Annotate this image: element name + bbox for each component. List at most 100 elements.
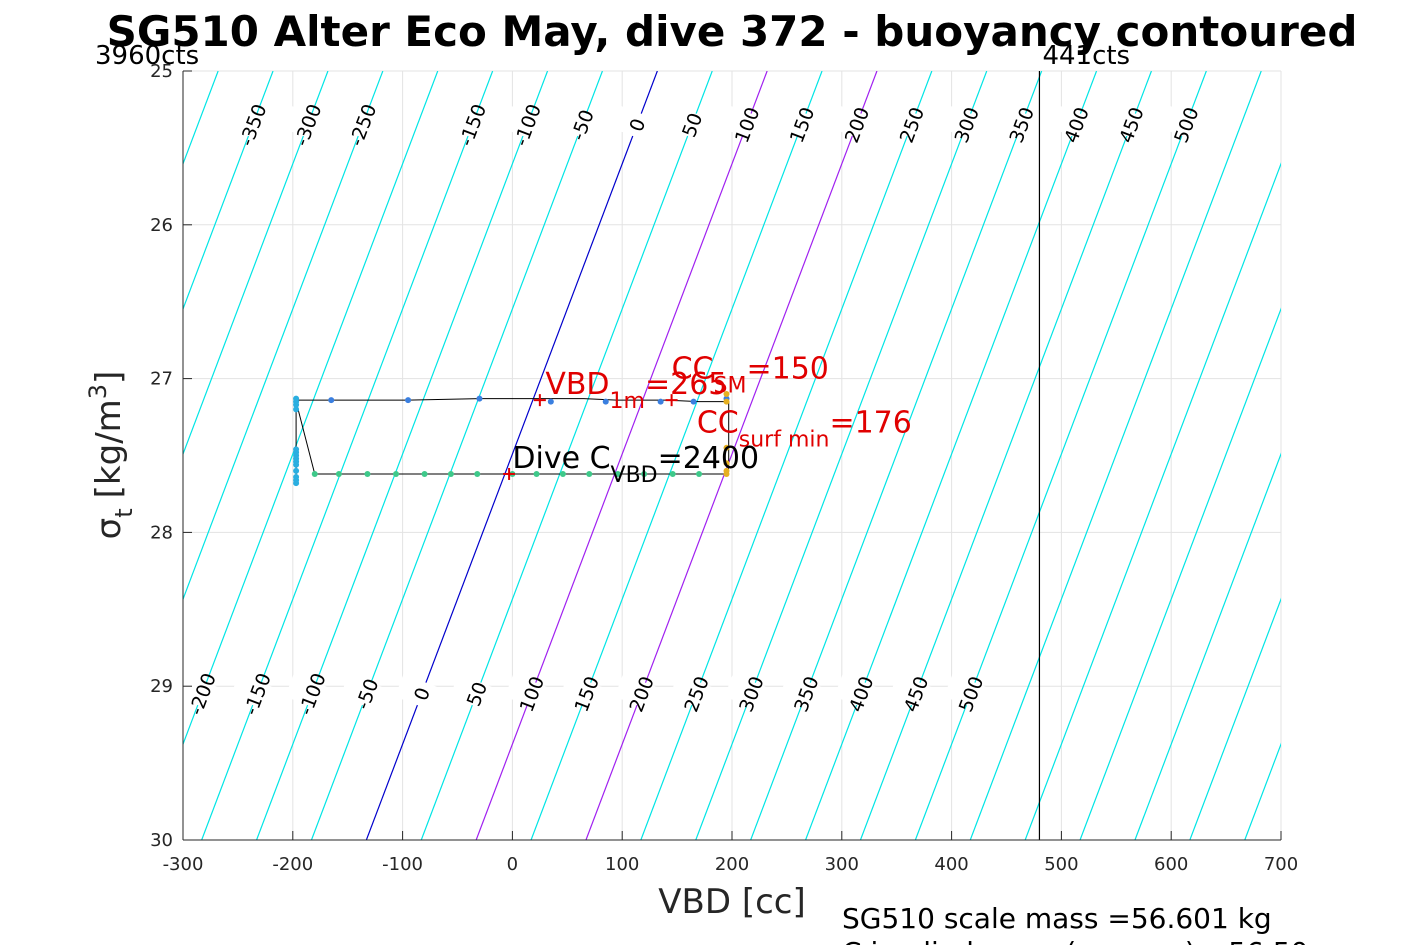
- contour-label-bg: [779, 674, 833, 714]
- contour-label-bg: [884, 105, 939, 145]
- contour-label-bg: [335, 105, 390, 145]
- dive-point: [293, 406, 300, 413]
- y-axis-label-superscript: 3: [84, 384, 112, 399]
- contour-line: [1300, 71, 1417, 840]
- contour-line: [805, 71, 1098, 840]
- dive-point: [723, 390, 730, 397]
- dive-point: [293, 401, 300, 408]
- contour-line: [1189, 597, 1281, 840]
- contour-label-bg: [994, 105, 1048, 145]
- x-tick-label: 100: [605, 854, 639, 875]
- y-tick-label: 28: [150, 522, 173, 543]
- contour-label-bg: [449, 674, 504, 714]
- contour-label-bg: [943, 674, 998, 714]
- contour-label-bg: [225, 105, 280, 145]
- contour-label-bg: [669, 674, 723, 714]
- dive-point: [335, 470, 342, 477]
- contour-labels: -350 -300 -250 -150 -100 -50 0 50 100 150 200 250 30…: [175, 101, 1213, 718]
- axes: -300 -200 -100 0 100 200 300 400 500 600 700 25 26 27…: [150, 61, 1298, 875]
- reference-plus-marker: [665, 394, 678, 407]
- contour-line: [420, 71, 713, 840]
- contour-lines: [183, 71, 1417, 840]
- x-tick-label: 600: [1154, 854, 1188, 875]
- contour-line: [640, 71, 933, 840]
- vbd-limit-lines: 3960cts 441cts: [95, 41, 1130, 840]
- contour-line: [256, 71, 549, 840]
- contour-label-bg: [665, 105, 719, 145]
- contour-line: [585, 71, 878, 840]
- contour-line: [695, 71, 988, 840]
- y-tick-label: 30: [150, 830, 173, 851]
- contour-label-bg: [500, 105, 554, 145]
- contour-label-bg: [1104, 105, 1158, 145]
- annotation-text: CCsurf min=176: [697, 405, 912, 452]
- contour-line: [1134, 452, 1281, 840]
- dive-point: [533, 470, 540, 477]
- dive-point: [547, 398, 554, 405]
- x-tick-label: -200: [272, 854, 313, 875]
- annotation-subscript: 1m: [610, 389, 645, 414]
- annotation-value: =150: [746, 352, 828, 387]
- contour-label-bg: [445, 105, 499, 145]
- contour-label-bg: [829, 105, 884, 145]
- implied-mass-text: C implied mass (oneway) =56.50: [842, 936, 1308, 945]
- vbd-max-counts-label: 441cts: [1042, 41, 1130, 71]
- contour-line: [914, 71, 1207, 840]
- x-axis-label: VBD [cc]: [658, 882, 806, 922]
- annotation-subscript: surf min: [739, 427, 830, 452]
- scale-mass-text: SG510 scale mass =56.601 kg: [842, 902, 1272, 935]
- vbd-min-counts-label: 3960cts: [95, 41, 199, 71]
- y-tick-label: 26: [150, 215, 173, 236]
- contour-line: [310, 71, 603, 840]
- annotation-main: CC: [672, 352, 714, 387]
- y-axis-label-unit: [kg/m: [89, 399, 129, 498]
- dive-point: [293, 480, 300, 487]
- contour-label-bg: [610, 105, 664, 145]
- dive-point: [364, 470, 371, 477]
- dive-point: [476, 395, 483, 402]
- x-tick-label: -100: [382, 854, 423, 875]
- annotation-value: =265: [645, 367, 727, 402]
- dive-series: [293, 390, 730, 487]
- chart-title: SG510 Alter Eco May, dive 372 - buoyancy…: [107, 7, 1358, 56]
- contour-label-bg: [230, 674, 284, 714]
- contour-label-bg: [720, 105, 774, 145]
- contour-label-bg: [175, 674, 229, 714]
- annotation-text: Dive CVBD=2400: [512, 441, 759, 488]
- contour-label-bg: [280, 105, 335, 145]
- dive-point: [723, 444, 730, 451]
- dive-point: [723, 470, 730, 477]
- y-axis-label: σt [kg/m3]: [84, 371, 138, 540]
- contour-line: [969, 71, 1262, 840]
- x-tick-label: 0: [507, 854, 518, 875]
- x-tick-label: 500: [1044, 854, 1078, 875]
- contour-label-bg: [504, 674, 559, 714]
- dive-point: [293, 467, 300, 474]
- contour-line: [183, 71, 329, 456]
- annotation-value: =2400: [658, 441, 759, 476]
- contour-line: [1355, 71, 1417, 840]
- annotation-subscript: VBD: [611, 463, 658, 488]
- x-tick-label: 700: [1264, 854, 1298, 875]
- dive-point: [614, 470, 621, 477]
- x-tick-label: 200: [715, 854, 749, 875]
- contour-label-bg: [285, 674, 339, 714]
- annotation-subscript: SM: [714, 374, 747, 399]
- dive-point: [696, 470, 703, 477]
- contour-label-bg: [939, 105, 994, 145]
- x-tick-label: -300: [163, 854, 204, 875]
- contour-line: [183, 71, 384, 601]
- contour-line: [183, 71, 439, 746]
- reference-plus-marker: [503, 467, 516, 480]
- contour-label-bg: [889, 674, 943, 714]
- y-axis-label-close: ]: [89, 371, 129, 384]
- annotation-main: CC: [697, 405, 739, 440]
- annotation-value: =176: [829, 405, 911, 440]
- annotation-text: VBD1m=265: [545, 367, 727, 414]
- dive-point: [723, 398, 730, 405]
- y-axis-label-subscript: t: [110, 508, 138, 517]
- y-tick-label: 29: [150, 676, 173, 697]
- contour-line: [1079, 307, 1281, 840]
- dive-point: [669, 470, 676, 477]
